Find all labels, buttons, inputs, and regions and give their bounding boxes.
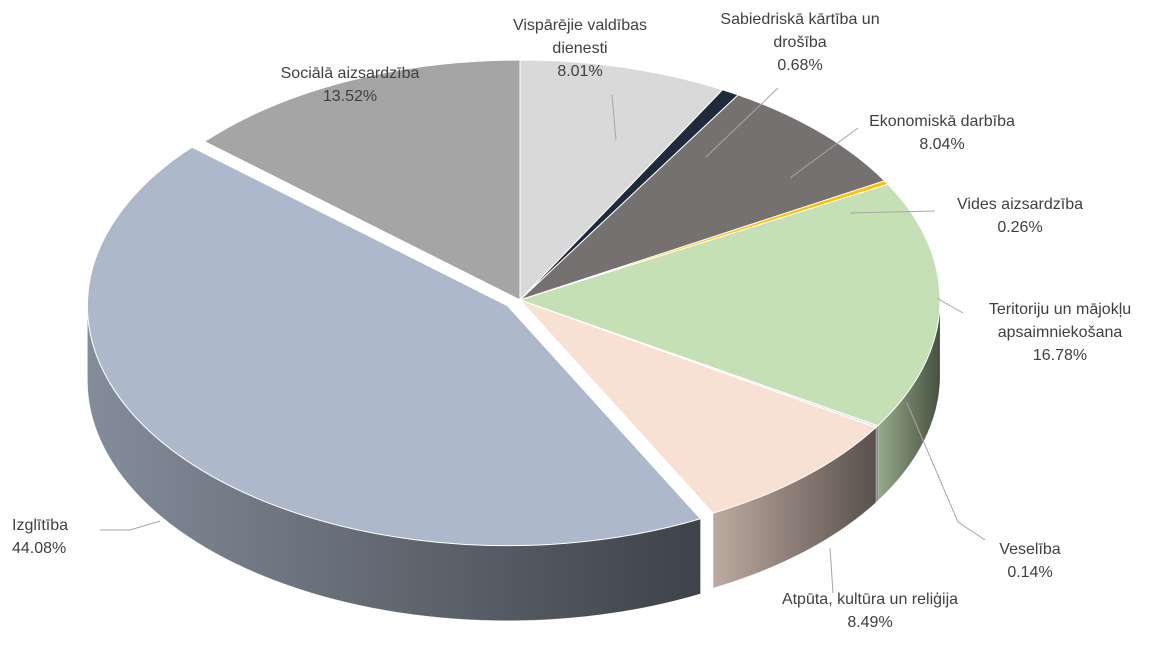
value-label: 44.08% [12,540,67,557]
data-label: Ekonomiskā darbība 8.04% [842,110,1042,156]
value-label: 8.49% [847,614,893,631]
data-label: Atpūta, kultūra un reliģija 8.49% [780,588,960,634]
value-label: 0.26% [997,219,1043,236]
slice [519,94,886,301]
leader-line [611,94,617,141]
data-label: Sociālā aizsardzība 13.52% [250,62,450,108]
slice [518,183,941,427]
data-label: Veselība 0.14% [980,538,1080,584]
category-label: Atpūta, kultūra un reliģija [781,591,959,608]
data-label: Sabiedriskā kārtība un drošība 0.68% [710,8,890,77]
slice-side-shade [877,300,941,501]
data-label: Vispārējie valdības dienesti 8.01% [485,14,675,83]
leader-line [705,87,779,158]
slice [86,146,702,547]
leader-line [829,547,834,594]
category-label: Veselība [999,541,1061,558]
category-label: Sociālā aizsardzība [280,65,420,82]
category-label: Vides aizsardzība [957,196,1083,213]
value-label: 16.78% [1032,347,1088,364]
category-label: Ekonomiskā darbība [869,113,1015,130]
slice [519,299,877,514]
category-label: Sabiedriskā kārtība un drošība [720,11,880,51]
slice-side-shade [87,305,701,621]
slice [203,59,521,301]
value-label: 0.68% [777,57,823,74]
leader-line [906,402,986,541]
category-label: Teritoriju un mājokļu apsaimniekošana [988,301,1132,341]
value-label: 8.04% [919,136,965,153]
slice-side-shade [875,425,878,503]
data-label: Teritoriju un mājokļu apsaimniekošana 16.… [960,298,1160,367]
value-label: 13.52% [322,88,378,105]
category-label: Izglītība [12,517,69,534]
leader-line [849,210,936,214]
data-label: Vides aizsardzība 0.26% [920,193,1120,239]
leader-line [789,127,859,179]
leader-line [379,107,391,151]
data-label: Izglītība 44.08% [12,514,122,560]
leader-line [937,297,964,314]
category-label: Vispārējie valdības dienesti [512,17,647,57]
value-label: 8.01% [557,63,603,80]
slice-side-shade [713,427,876,589]
value-label: 0.14% [1007,564,1053,581]
slice [519,59,724,302]
leader-line [100,520,161,531]
